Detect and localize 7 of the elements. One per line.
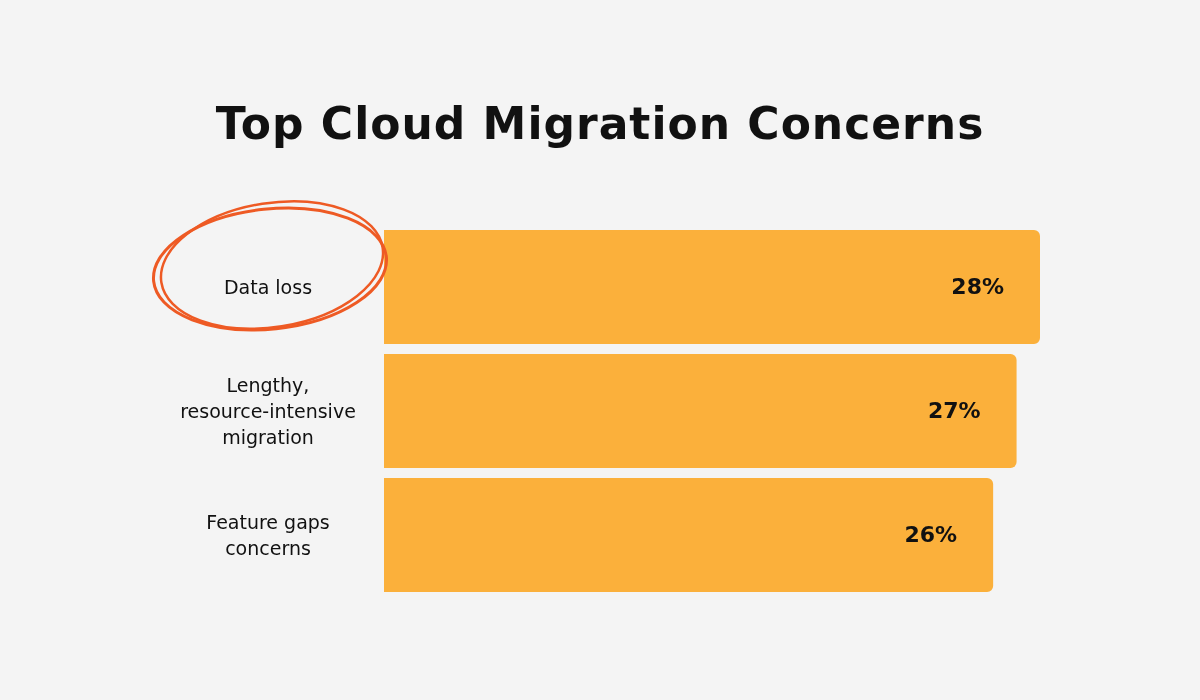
y-tick-label: Lengthy, resource-intensive migration [180, 374, 356, 448]
chart-title: Top Cloud Migration Concerns [214, 98, 986, 149]
y-tick-label: Data loss [223, 276, 313, 298]
data-label: 26% [904, 522, 958, 548]
data-label: 27% [927, 398, 981, 424]
y-tick-label: Feature gaps concerns [206, 511, 330, 559]
data-label: 28% [951, 274, 1004, 300]
